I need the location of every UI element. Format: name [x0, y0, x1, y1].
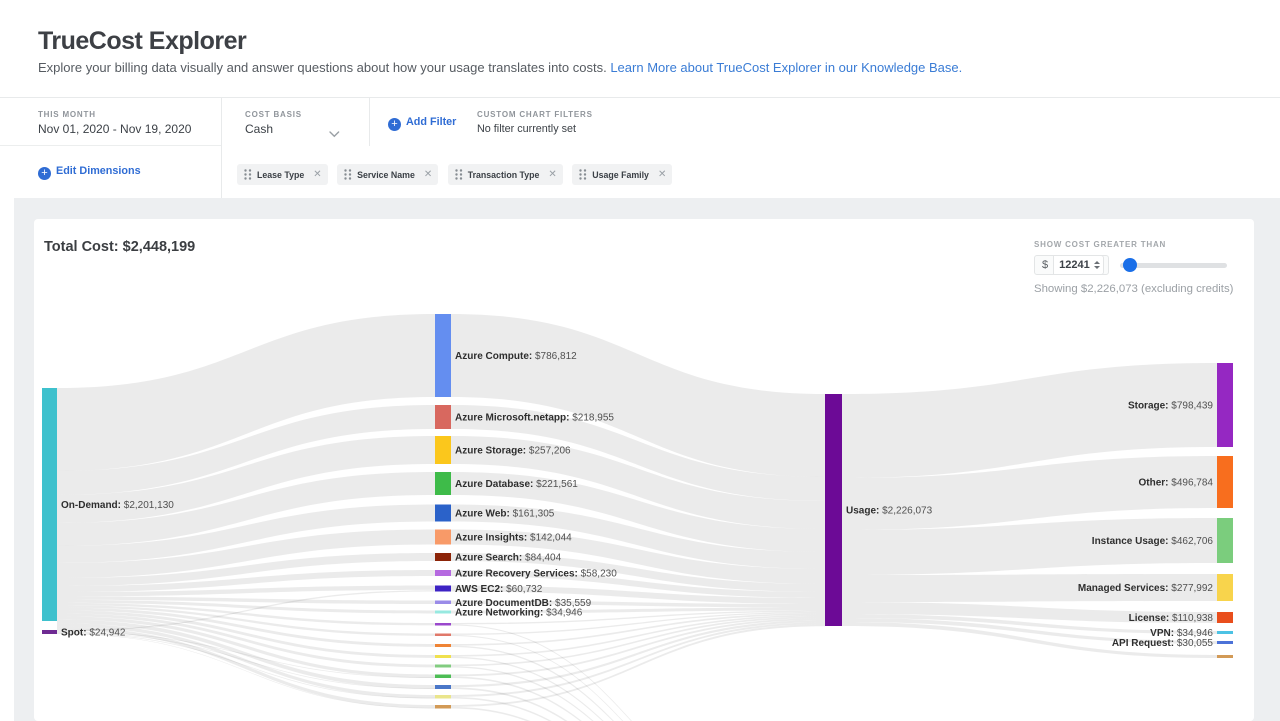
svg-text:Azure Compute: $786,812: Azure Compute: $786,812 — [455, 351, 577, 362]
svg-text:AWS EC2: $60,732: AWS EC2: $60,732 — [455, 584, 543, 595]
svg-text:API Request: $30,055: API Request: $30,055 — [1112, 638, 1214, 649]
svg-text:Azure Insights: $142,044: Azure Insights: $142,044 — [455, 533, 572, 544]
svg-text:Instance Usage: $462,706: Instance Usage: $462,706 — [1092, 536, 1214, 547]
svg-text:VPN: $34,946: VPN: $34,946 — [1150, 628, 1213, 639]
svg-text:Azure Web: $161,305: Azure Web: $161,305 — [455, 509, 555, 520]
svg-text:Azure Storage: $257,206: Azure Storage: $257,206 — [455, 446, 571, 457]
svg-text:Other: $496,784: Other: $496,784 — [1139, 478, 1214, 489]
svg-text:License: $110,938: License: $110,938 — [1129, 613, 1214, 624]
svg-text:Spot: $24,942: Spot: $24,942 — [61, 628, 126, 639]
svg-text:Azure DocumentDB: $35,559: Azure DocumentDB: $35,559 — [455, 598, 592, 609]
svg-text:Azure Search: $84,404: Azure Search: $84,404 — [455, 553, 562, 564]
svg-text:Usage: $2,226,073: Usage: $2,226,073 — [846, 506, 933, 517]
svg-text:Azure Recovery Services: $58,2: Azure Recovery Services: $58,230 — [455, 569, 617, 580]
svg-text:On-Demand: $2,201,130: On-Demand: $2,201,130 — [61, 500, 174, 511]
svg-text:Azure Networking: $34,946: Azure Networking: $34,946 — [455, 608, 583, 619]
svg-text:Azure Database: $221,561: Azure Database: $221,561 — [455, 479, 578, 490]
svg-text:Storage: $798,439: Storage: $798,439 — [1128, 401, 1213, 412]
svg-text:Managed Services: $277,992: Managed Services: $277,992 — [1078, 583, 1214, 594]
svg-text:Azure Microsoft.netapp: $218,9: Azure Microsoft.netapp: $218,955 — [455, 413, 614, 424]
